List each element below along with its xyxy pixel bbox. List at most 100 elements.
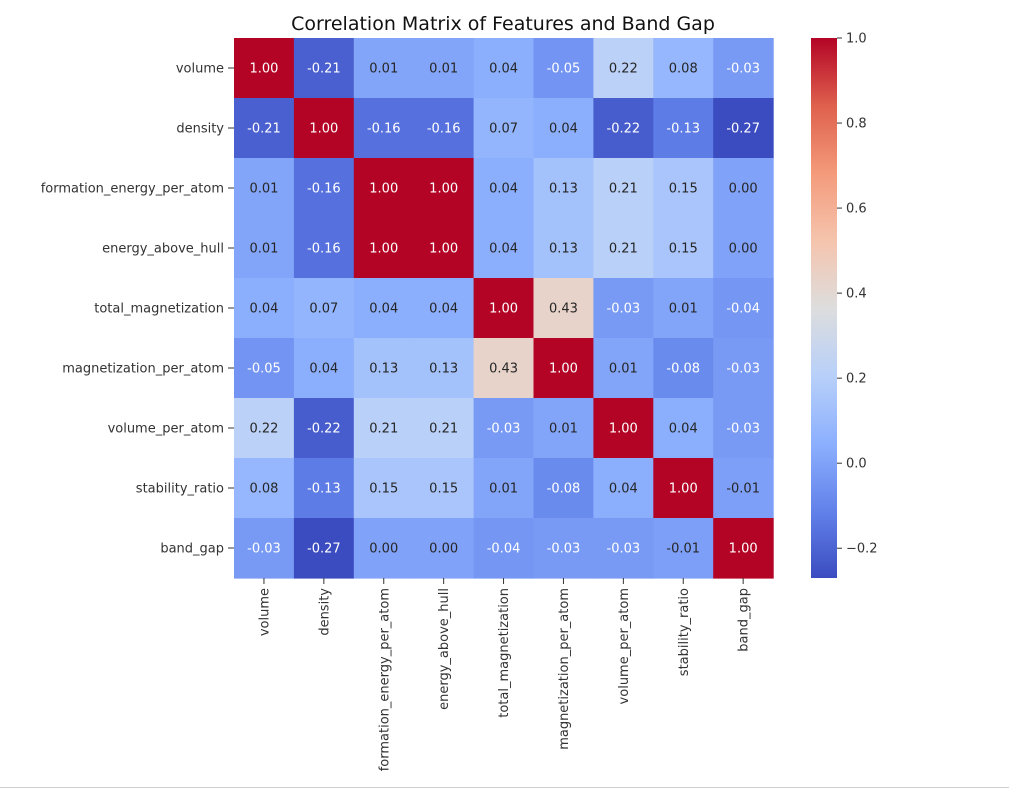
heatmap-cell [234, 38, 295, 99]
heatmap-cell [413, 398, 475, 459]
cell-value-label: 1.00 [249, 62, 278, 77]
heatmap-cell [293, 458, 355, 519]
heatmap-cell [234, 398, 295, 459]
y-tick-label: total_magnetization [94, 302, 224, 317]
y-tick-label: volume_per_atom [108, 422, 224, 437]
heatmap-cell [533, 518, 594, 579]
cell-value-label: -0.04 [487, 542, 521, 557]
heatmap-cell [533, 98, 594, 159]
heatmap-cell [413, 458, 475, 519]
cell-value-label: 0.08 [669, 62, 698, 77]
cell-value-label: 0.01 [669, 302, 698, 317]
heatmap-cell [473, 338, 535, 399]
heatmap-cell [653, 218, 714, 279]
heatmap-cell [713, 98, 774, 159]
heatmap-cell [533, 458, 594, 519]
heatmap-cell [653, 518, 714, 579]
colorbar-tick-label: 0.4 [846, 287, 867, 302]
cell-value-label: -0.27 [307, 542, 341, 557]
cell-value-label: 0.04 [249, 302, 278, 317]
cell-value-label: 0.01 [369, 62, 398, 77]
cell-value-label: -0.22 [607, 122, 641, 137]
colorbar-tick-label: 0.2 [846, 372, 867, 387]
heatmap-cell [713, 518, 774, 579]
cell-value-label: 1.00 [309, 122, 338, 137]
heatmap-cell [713, 338, 774, 399]
heatmap-cell [413, 158, 475, 219]
cell-value-label: 0.43 [489, 362, 518, 377]
x-tick-label: band_gap [737, 588, 752, 652]
cell-value-label: -0.22 [307, 422, 341, 437]
cell-value-label: 0.04 [549, 122, 578, 137]
heatmap-cell [293, 218, 355, 279]
cell-value-label: -0.01 [666, 542, 700, 557]
cell-value-label: 0.01 [249, 182, 278, 197]
heatmap-cell [593, 218, 654, 279]
heatmap-cell [293, 278, 355, 339]
cell-value-label: 0.07 [489, 122, 518, 137]
heatmap-cell [533, 38, 594, 99]
heatmap-cell [473, 218, 535, 279]
cell-value-label: 1.00 [609, 422, 638, 437]
cell-value-label: -0.03 [487, 422, 521, 437]
y-tick-label: magnetization_per_atom [62, 362, 224, 377]
cell-value-label: -0.08 [547, 482, 581, 497]
colorbar-tick-label: 0.0 [846, 457, 867, 472]
cell-value-label: -0.13 [666, 122, 700, 137]
y-tick-label: band_gap [160, 542, 224, 557]
cell-value-label: 0.07 [309, 302, 338, 317]
cell-value-label: 0.04 [429, 302, 458, 317]
cell-value-label: 0.01 [549, 422, 578, 437]
cell-value-label: 0.04 [489, 182, 518, 197]
x-tick-label: volume [257, 588, 272, 636]
heatmap-cell [353, 98, 415, 159]
heatmap-cell [653, 458, 714, 519]
x-tick-label: total_magnetization [497, 588, 512, 718]
heatmap-cell [293, 518, 355, 579]
heatmap-cell [473, 98, 535, 159]
heatmap-cell [713, 158, 774, 219]
heatmap-cell [473, 278, 535, 339]
cell-value-label: 1.00 [429, 242, 458, 257]
heatmap-cell [353, 218, 415, 279]
cell-value-label: -0.13 [307, 482, 341, 497]
heatmap-cell [473, 518, 535, 579]
heatmap-cell [234, 98, 295, 159]
colorbar-tick-label: 0.8 [846, 117, 867, 132]
cell-value-label: 1.00 [489, 302, 518, 317]
heatmap-cell [234, 518, 295, 579]
cell-value-label: -0.03 [726, 422, 760, 437]
heatmap-cell [713, 218, 774, 279]
heatmap-cell [413, 218, 475, 279]
heatmap-cell [473, 38, 535, 99]
cell-value-label: 0.04 [489, 62, 518, 77]
heatmap-cell [413, 338, 475, 399]
heatmap-cell [473, 398, 535, 459]
heatmap-cell [473, 158, 535, 219]
heatmap-cell [293, 338, 355, 399]
cell-value-label: -0.03 [726, 362, 760, 377]
cell-value-label: 0.01 [429, 62, 458, 77]
cell-value-label: 0.15 [369, 482, 398, 497]
y-axis-tick-labels: volume density formation_energy_per_atomen… [41, 62, 234, 557]
cell-value-label: 0.21 [609, 182, 638, 197]
heatmap-cell [593, 38, 654, 99]
cell-value-label: 1.00 [429, 182, 458, 197]
heatmap-cell [533, 158, 594, 219]
heatmap-cell [533, 278, 594, 339]
cell-value-label: -0.16 [367, 122, 401, 137]
heatmap-cell [713, 398, 774, 459]
cell-value-label: -0.05 [547, 62, 581, 77]
heatmap-cell [533, 218, 594, 279]
heatmap-cell [653, 338, 714, 399]
y-tick-label: stability_ratio [136, 482, 224, 497]
bottom-border [0, 787, 1009, 788]
x-tick-label: volume_per_atom [617, 588, 632, 704]
heatmap-cell [353, 38, 415, 99]
cell-value-label: 1.00 [729, 542, 758, 557]
heatmap-cell [353, 518, 415, 579]
cell-value-label: -0.03 [726, 62, 760, 77]
heatmap-cell [234, 278, 295, 339]
cell-value-label: 0.08 [249, 482, 278, 497]
cell-value-label: -0.16 [307, 242, 341, 257]
